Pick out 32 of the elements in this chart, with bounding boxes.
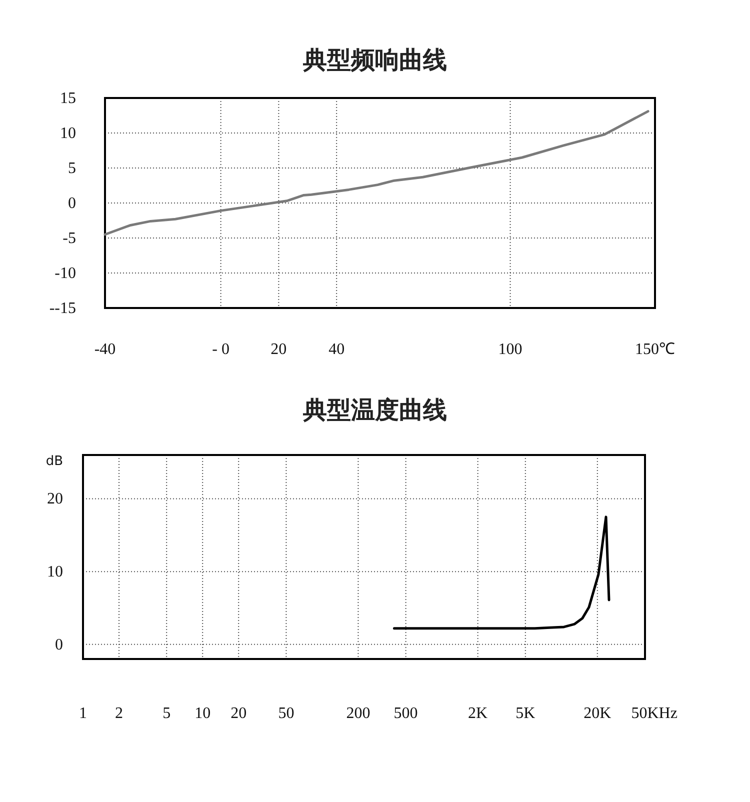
x-tick-label: 150℃ — [635, 341, 675, 358]
y-tick-label: -10 — [54, 265, 76, 282]
x-axis-title: Hz — [658, 705, 678, 722]
x-tick-label: 50 — [278, 705, 294, 722]
x-tick-label: 100 — [498, 341, 522, 358]
x-tick-label: 50K — [631, 705, 660, 722]
x-tick-label: 200 — [346, 705, 370, 722]
x-tick-label: 5 — [162, 705, 171, 722]
y-axis-title: dB — [46, 454, 63, 469]
y-tick-label: 10 — [47, 564, 63, 581]
y-tick-label: -5 — [62, 230, 76, 247]
y-tick-label: 20 — [47, 490, 63, 508]
y-tick-label: 0 — [55, 636, 63, 654]
x-tick-label: - 0 — [212, 341, 230, 358]
chart-title: 典型温度曲线 — [302, 396, 447, 424]
x-tick-label: -40 — [94, 341, 116, 358]
chart-title: 典型频响曲线 — [302, 46, 447, 74]
x-tick-label: 10 — [194, 705, 211, 722]
x-tick-label: 1 — [79, 705, 87, 722]
x-tick-label: 2 — [115, 705, 124, 722]
x-tick-label: 5K — [516, 705, 536, 722]
x-tick-label: 500 — [394, 705, 418, 722]
y-tick-label: 15 — [60, 90, 76, 107]
x-tick-label: 20 — [230, 705, 247, 722]
y-tick-label: 5 — [68, 160, 76, 177]
y-tick-label: 0 — [68, 195, 76, 212]
x-tick-label: 20 — [270, 341, 287, 358]
x-tick-label: 40 — [328, 341, 345, 358]
x-tick-label: 20K — [584, 705, 612, 722]
y-tick-label: --15 — [49, 300, 76, 317]
x-tick-label: 2K — [468, 705, 488, 722]
y-tick-label: 10 — [60, 125, 76, 142]
